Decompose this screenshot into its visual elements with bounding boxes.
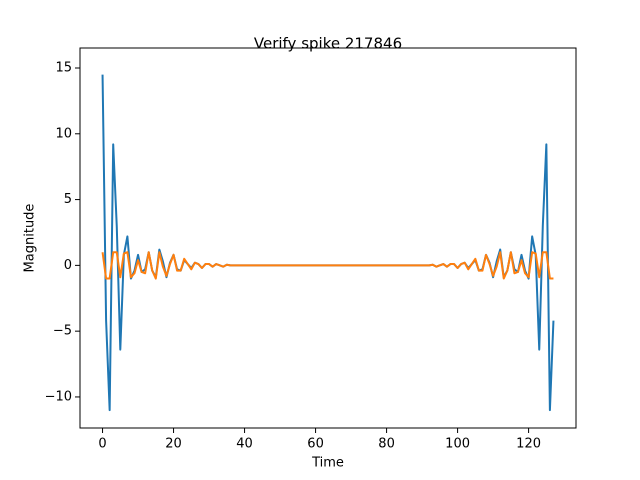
y-axis-label: Magnitude [23,204,38,273]
y-tick-label: 10 [55,126,72,141]
x-tick-label: 100 [445,437,470,452]
x-tick-label: 0 [98,437,106,452]
y-tick-label: −5 [53,324,72,339]
y-tick-label: −10 [45,389,72,404]
x-tick-label: 80 [378,437,395,452]
x-tick-label: 60 [307,437,324,452]
x-axis-label: Time [311,456,344,471]
plot-frame [79,47,577,429]
x-tick-label: 20 [165,437,182,452]
y-tick-label: 5 [64,192,72,207]
x-tick-label: 40 [236,437,253,452]
data-line [101,251,554,280]
y-tick-label: 0 [64,258,72,273]
y-tick-label: 15 [55,61,72,76]
x-tick-label: 120 [516,437,541,452]
chart-title: Verify spike 217846 [254,35,402,53]
